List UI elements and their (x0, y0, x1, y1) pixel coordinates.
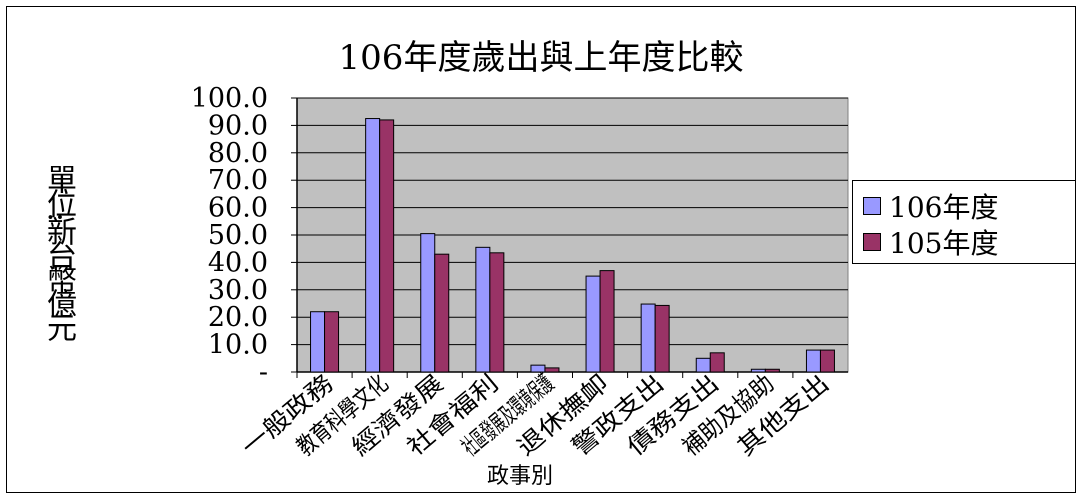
bar (585, 275, 601, 373)
bar (324, 311, 340, 373)
y-tick-label: 80.0 (208, 138, 268, 169)
y-tick-label: 20.0 (208, 302, 268, 333)
bar (434, 253, 450, 373)
y-tick-label: 40.0 (208, 247, 268, 278)
legend-item-106: 106年度 (863, 189, 999, 224)
legend-label-106: 106年度 (889, 191, 999, 224)
legend-item-105: 105年度 (863, 225, 999, 260)
y-axis-label: 單位:新台幣億元 (41, 163, 76, 337)
bar (379, 119, 395, 373)
bar (365, 118, 381, 373)
legend-swatch-105 (863, 233, 881, 251)
y-tick-label: 90.0 (208, 110, 268, 141)
y-tick-label: 50.0 (208, 220, 268, 251)
bar (475, 246, 491, 373)
bar (420, 233, 436, 373)
legend-swatch-106 (863, 197, 881, 215)
y-tick-label: 60.0 (208, 193, 268, 224)
bar (310, 311, 326, 373)
y-tick-label: 10.0 (208, 330, 268, 361)
y-tick-label: 30.0 (208, 275, 268, 306)
bar (764, 368, 780, 373)
legend: 106年度 105年度 (852, 180, 1076, 264)
bar (489, 252, 505, 373)
bar (695, 357, 711, 373)
bar (805, 349, 821, 373)
legend-label-105: 105年度 (889, 227, 999, 260)
bar (640, 303, 656, 373)
bar (709, 352, 725, 373)
x-axis-label: 政事別 (486, 464, 553, 489)
bar (544, 367, 560, 373)
bar (599, 270, 615, 373)
bar (654, 304, 670, 373)
chart-title: 106年度歲出與上年度比較 (338, 38, 744, 78)
y-tick-label: 70.0 (208, 165, 268, 196)
bar (819, 349, 835, 373)
y-tick-label: - (259, 357, 268, 388)
y-tick-label: 100.0 (191, 83, 268, 114)
